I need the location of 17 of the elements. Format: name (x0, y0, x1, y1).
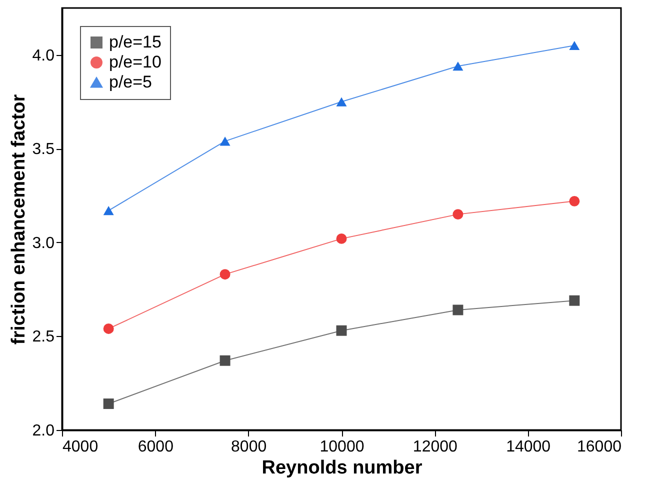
legend-label: p/e=5 (109, 72, 152, 92)
x-tick-label: 6000 (138, 438, 174, 456)
y-axis-title: friction enhancement factor (8, 94, 30, 345)
x-tick-label: 16000 (577, 438, 622, 456)
x-tick-label: 14000 (506, 438, 551, 456)
legend-label: p/e=15 (109, 32, 162, 52)
y-tick-label: 3.0 (32, 234, 55, 252)
y-tick-label: 2.5 (32, 328, 55, 346)
x-tick-label: 4000 (62, 438, 98, 456)
x-tick-label: 8000 (231, 438, 267, 456)
x-tick-label: 12000 (412, 438, 458, 456)
x-axis-title: Reynolds number (262, 458, 423, 478)
x-tick-label: 10000 (320, 438, 364, 456)
legend-label: p/e=10 (109, 52, 162, 72)
y-tick-label: 3.5 (32, 141, 55, 158)
y-tick-label: 2.0 (32, 422, 55, 440)
y-tick-label: 4.0 (32, 47, 55, 64)
